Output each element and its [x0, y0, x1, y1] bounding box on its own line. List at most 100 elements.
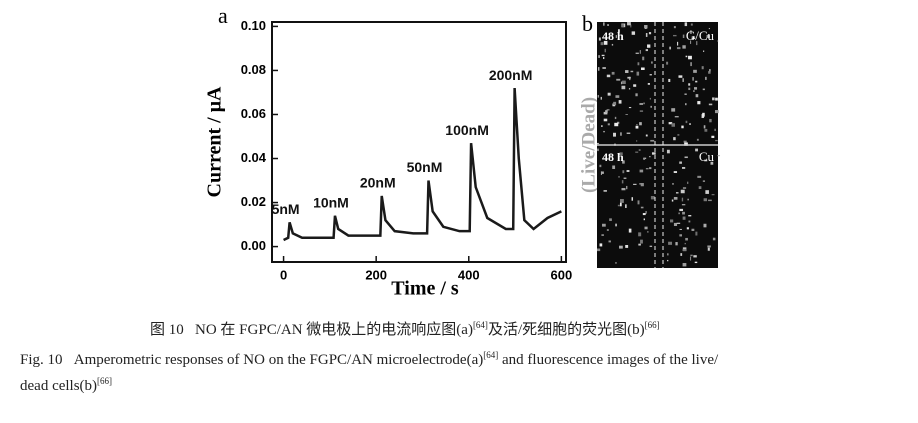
cell-speck — [614, 116, 617, 120]
cell-speck — [690, 254, 693, 257]
caption-fig: Fig. 10 — [20, 352, 63, 368]
cell-speck — [680, 253, 683, 256]
cell-speck — [675, 242, 678, 246]
cell-speck — [707, 245, 711, 248]
caption-ref: [66] — [644, 320, 660, 330]
cell-speck — [681, 197, 684, 202]
cell-speck — [649, 97, 651, 100]
cell-speck — [690, 23, 693, 26]
x-axis-label: Time / s — [391, 278, 459, 300]
cell-speck — [608, 153, 611, 158]
cell-speck — [639, 110, 644, 112]
cell-speck — [701, 66, 704, 70]
cell-speck — [626, 132, 631, 134]
cell-speck — [693, 69, 697, 73]
cell-speck — [695, 94, 699, 98]
cell-speck — [671, 108, 676, 112]
cell-speck — [667, 259, 669, 262]
cell-speck — [603, 118, 608, 122]
cell-speck — [647, 44, 651, 48]
cell-speck — [605, 110, 608, 113]
cell-speck — [696, 138, 699, 141]
cell-speck — [709, 69, 711, 72]
cell-speck — [692, 77, 694, 81]
cell-speck — [710, 161, 714, 165]
cell-speck — [626, 185, 628, 190]
cell-speck — [671, 123, 676, 127]
caption-text: 及活/死细胞的荧光图(b) — [487, 322, 645, 338]
cell-speck — [611, 71, 615, 75]
plot-frame — [271, 21, 567, 263]
cell-speck — [690, 62, 692, 67]
cell-speck — [639, 103, 644, 105]
cell-speck — [650, 139, 655, 142]
cell-speck — [703, 198, 708, 202]
y-tick-label: 0.06 — [241, 106, 266, 121]
current-trace — [283, 87, 562, 242]
cell-speck — [651, 152, 656, 155]
cell-speck — [597, 148, 599, 152]
cell-speck — [601, 234, 604, 236]
cell-speck — [619, 245, 623, 249]
cell-speck — [704, 159, 708, 162]
cell-speck — [670, 219, 674, 223]
cell-speck — [711, 194, 715, 196]
cell-speck — [628, 88, 631, 90]
cell-speck — [636, 140, 638, 142]
cell-speck — [618, 100, 622, 104]
cell-speck — [623, 177, 627, 179]
cell-speck — [601, 125, 603, 127]
cell-speck — [687, 198, 689, 201]
cell-speck — [651, 61, 653, 64]
cell-speck — [703, 125, 706, 129]
cell-speck — [639, 50, 641, 54]
cell-speck — [691, 37, 696, 39]
side-label: (Live/Dead) — [578, 97, 599, 193]
y-tick-label: 0.00 — [241, 238, 266, 253]
cell-speck — [600, 42, 604, 46]
cell-speck — [599, 243, 603, 247]
cell-speck — [614, 122, 619, 127]
cell-speck — [708, 103, 713, 106]
cell-speck — [606, 229, 609, 231]
cell-speck — [678, 212, 680, 215]
cell-speck — [618, 176, 620, 178]
cell-speck — [703, 50, 705, 52]
cell-speck — [631, 197, 634, 201]
cell-speck — [674, 116, 679, 118]
cell-speck — [599, 164, 602, 168]
cell-speck — [685, 120, 688, 124]
caption-en: dead cells(b)[66] — [20, 376, 112, 395]
y-tick-label: 0.08 — [241, 62, 266, 77]
cell-speck — [684, 93, 687, 95]
cell-speck — [597, 142, 599, 145]
cell-speck — [601, 171, 604, 174]
cell-speck — [682, 45, 686, 49]
cell-speck — [639, 169, 644, 173]
cell-speck — [630, 24, 632, 28]
cell-speck — [673, 197, 678, 200]
cell-speck — [717, 40, 719, 42]
cell-speck — [627, 76, 631, 79]
cell-speck — [637, 62, 640, 66]
cell-speck — [625, 244, 629, 248]
image-time: 48 h — [602, 29, 624, 43]
cell-speck — [703, 223, 707, 228]
cell-speck — [668, 78, 671, 82]
cell-speck — [620, 132, 622, 136]
cell-speck — [609, 218, 612, 221]
cell-speck — [626, 170, 630, 172]
cell-speck — [679, 161, 682, 164]
cell-speck — [693, 90, 695, 92]
cell-speck — [684, 22, 688, 27]
cell-speck — [694, 87, 698, 90]
cell-speck — [650, 196, 655, 200]
caption-text: NO 在 FGPC/AN 微电极上的电流响应图(a) — [195, 322, 473, 338]
cell-speck — [676, 47, 681, 50]
cell-speck — [622, 160, 625, 164]
cell-speck — [621, 85, 626, 90]
cell-speck — [638, 149, 641, 151]
cell-speck — [640, 206, 644, 209]
cell-speck — [715, 97, 718, 101]
cell-speck — [643, 102, 645, 105]
